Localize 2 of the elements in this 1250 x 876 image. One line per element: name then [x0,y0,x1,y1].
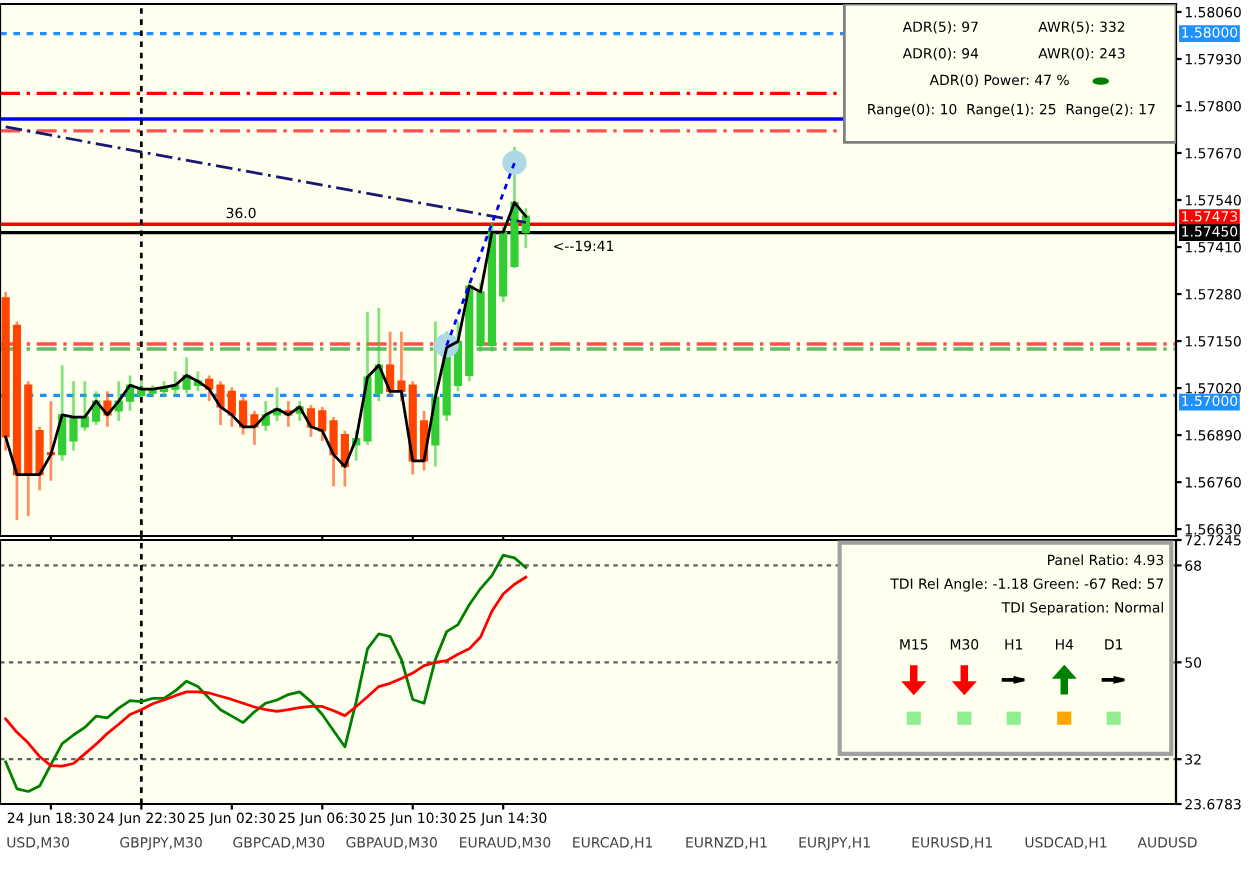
line-series [4,553,528,793]
line-series [4,575,528,768]
